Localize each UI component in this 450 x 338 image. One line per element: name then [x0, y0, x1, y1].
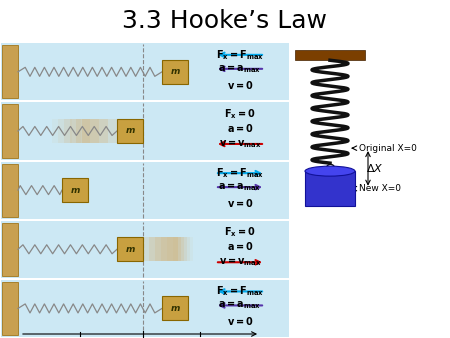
Text: $\mathbf{F_x = F_{max}}$: $\mathbf{F_x = F_{max}}$: [216, 285, 264, 298]
Bar: [52, 119, 72, 143]
Bar: [58, 119, 81, 143]
Bar: [295, 50, 365, 60]
Bar: [2, 104, 18, 158]
Text: $\mathbf{F_x = F_{max}}$: $\mathbf{F_x = F_{max}}$: [216, 48, 264, 62]
Text: $\mathbf{F_x = F_{max}}$: $\mathbf{F_x = F_{max}}$: [216, 166, 264, 180]
Text: $\mathbf{a = a_{max}}$: $\mathbf{a = a_{max}}$: [218, 181, 261, 193]
Bar: [1, 280, 289, 337]
Bar: [2, 164, 18, 217]
Bar: [1, 43, 289, 100]
Text: $\mathbf{v = v_{max}}$: $\mathbf{v = v_{max}}$: [219, 138, 261, 150]
Bar: [1, 221, 289, 278]
Ellipse shape: [305, 166, 355, 176]
Bar: [162, 296, 188, 320]
Bar: [70, 119, 99, 143]
Bar: [173, 237, 193, 261]
Bar: [117, 119, 143, 143]
Text: $\mathbf{a = 0}$: $\mathbf{a = 0}$: [227, 240, 253, 252]
Text: Original X=0: Original X=0: [359, 144, 417, 153]
Text: $\mathbf{F_x = 0}$: $\mathbf{F_x = 0}$: [224, 107, 256, 121]
Bar: [1, 162, 289, 219]
Text: $\mathbf{v = 0}$: $\mathbf{v = 0}$: [227, 79, 253, 91]
Text: $\mathbf{v = 0}$: $\mathbf{v = 0}$: [227, 315, 253, 328]
Text: $\mathbf{F_x = 0}$: $\mathbf{F_x = 0}$: [224, 225, 256, 239]
Text: $\mathbf{v = 0}$: $\mathbf{v = 0}$: [227, 197, 253, 209]
Text: New X=0: New X=0: [359, 184, 401, 193]
Bar: [64, 119, 90, 143]
Text: $\mathbf{v = v_{max}}$: $\mathbf{v = v_{max}}$: [219, 256, 261, 268]
Bar: [76, 119, 108, 143]
Bar: [155, 237, 184, 261]
Text: $\mathbf{a = a_{max}}$: $\mathbf{a = a_{max}}$: [218, 299, 261, 311]
Text: m: m: [170, 304, 180, 313]
Bar: [167, 237, 190, 261]
Bar: [117, 237, 143, 261]
Text: $\Delta X$: $\Delta X$: [366, 162, 383, 174]
Text: m: m: [125, 126, 135, 136]
Text: m: m: [125, 245, 135, 254]
Text: m: m: [70, 186, 80, 195]
Text: $\mathbf{a = 0}$: $\mathbf{a = 0}$: [227, 122, 253, 134]
Bar: [161, 237, 187, 261]
Text: $\mathbf{a = a_{max}}$: $\mathbf{a = a_{max}}$: [218, 63, 261, 75]
Bar: [2, 282, 18, 335]
Text: m: m: [170, 67, 180, 76]
Bar: [162, 60, 188, 84]
Bar: [143, 237, 178, 261]
Bar: [1, 102, 289, 160]
Bar: [82, 119, 117, 143]
Bar: [305, 171, 355, 206]
Text: 3.3 Hooke’s Law: 3.3 Hooke’s Law: [122, 9, 328, 33]
Bar: [62, 178, 88, 202]
Bar: [2, 223, 18, 276]
Bar: [149, 237, 181, 261]
Bar: [2, 45, 18, 98]
